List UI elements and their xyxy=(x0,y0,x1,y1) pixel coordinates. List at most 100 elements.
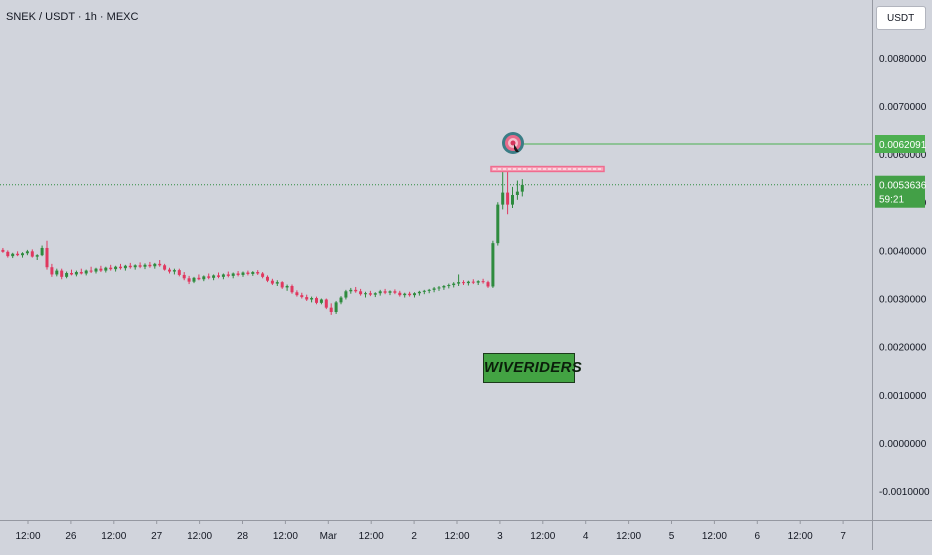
y-tick-label: 0.0010000 xyxy=(879,391,927,402)
candle-body xyxy=(65,273,69,277)
candle-body xyxy=(1,249,5,252)
candle-body xyxy=(45,247,49,268)
candle-body xyxy=(310,298,314,300)
candle-body xyxy=(261,273,265,277)
current-price-badge xyxy=(875,175,925,208)
candle-body xyxy=(123,265,127,269)
candle-body xyxy=(354,289,358,292)
x-tick-label: 6 xyxy=(755,531,761,542)
countdown-label: 59:21 xyxy=(879,195,904,206)
candle-body xyxy=(114,266,118,270)
candle-body xyxy=(462,282,465,284)
candle-body xyxy=(364,293,367,295)
candle-body xyxy=(506,192,510,205)
candle-body xyxy=(393,291,397,293)
candle-body xyxy=(457,282,461,284)
candle-body xyxy=(60,270,64,277)
x-tick-label: Mar xyxy=(320,531,338,542)
x-tick-label: 12:00 xyxy=(616,531,641,542)
candle-body xyxy=(319,299,323,303)
candle-body xyxy=(11,253,15,257)
y-tick-label: 0.0020000 xyxy=(879,343,927,354)
candle-body xyxy=(158,263,162,266)
x-tick-label: 4 xyxy=(583,531,589,542)
x-tick-label: 12:00 xyxy=(702,531,727,542)
candle-body xyxy=(270,280,274,284)
candle-body xyxy=(359,291,363,295)
candle-body xyxy=(496,204,500,244)
candle-body xyxy=(275,282,279,284)
candle-body xyxy=(40,247,44,256)
candle-body xyxy=(329,307,333,312)
currency-selector[interactable]: USDT xyxy=(876,6,926,30)
y-tick-label: 0.0000000 xyxy=(879,439,927,450)
candle-body xyxy=(266,276,269,281)
x-tick-label: 7 xyxy=(840,531,846,542)
candle-body xyxy=(30,251,34,257)
candle-body xyxy=(344,291,348,298)
candle-body xyxy=(256,272,260,274)
candle-body xyxy=(143,264,147,267)
candle-body xyxy=(138,265,142,267)
candle-body xyxy=(285,286,289,288)
candle-body xyxy=(212,275,216,278)
candle-body xyxy=(226,274,230,276)
x-tick-label: 12:00 xyxy=(273,531,298,542)
candle-body xyxy=(74,272,78,275)
candle-body xyxy=(432,288,436,290)
candle-body xyxy=(79,272,83,274)
resistance-zone xyxy=(490,165,605,173)
candle-body xyxy=(427,289,431,291)
current-price-label: 0.0053636 xyxy=(879,181,927,192)
candle-body xyxy=(295,292,299,296)
candle-body xyxy=(251,272,255,274)
target-price-label: 0.0062091 xyxy=(879,140,927,151)
candle-body xyxy=(511,195,514,205)
candle-body xyxy=(148,264,152,267)
candle-body xyxy=(413,293,416,296)
x-tick-label: 12:00 xyxy=(359,531,384,542)
candle-body xyxy=(6,251,10,257)
candle-body xyxy=(417,291,421,294)
candle-body xyxy=(491,243,495,287)
candle-body xyxy=(349,289,353,292)
x-tick-label: 5 xyxy=(669,531,675,542)
candle-body xyxy=(324,299,328,308)
candle-body xyxy=(300,295,304,298)
candle-body xyxy=(35,255,39,257)
candle-body xyxy=(305,297,309,300)
candle-body xyxy=(241,272,245,275)
candle-body xyxy=(182,274,186,279)
candle-body xyxy=(515,191,519,195)
x-tick-label: 12:00 xyxy=(530,531,555,542)
candle-body xyxy=(383,291,387,293)
y-tick-label: 0.0040000 xyxy=(879,246,927,257)
candle-body xyxy=(290,286,294,293)
candle-body xyxy=(403,293,407,296)
x-tick-label: 12:00 xyxy=(101,531,126,542)
candle-body xyxy=(89,270,93,272)
candle-body xyxy=(16,253,20,256)
candle-body xyxy=(501,192,505,205)
candle-body xyxy=(315,298,318,303)
candle-body xyxy=(168,269,171,272)
candle-body xyxy=(197,277,201,280)
target-arrow-icon xyxy=(514,144,519,153)
x-tick-label: 26 xyxy=(65,531,77,542)
candle-body xyxy=(133,265,137,268)
watermark-label: WIVERIDERS xyxy=(483,353,582,383)
candle-body xyxy=(177,270,181,275)
candle-body xyxy=(422,290,426,292)
candle-body xyxy=(466,281,470,284)
candle-body xyxy=(471,281,475,283)
candle-body xyxy=(187,278,191,282)
candle-body xyxy=(221,274,225,277)
candle-body xyxy=(163,265,167,270)
x-tick-label: 12:00 xyxy=(15,531,40,542)
candle-body xyxy=(172,270,176,272)
candle-body xyxy=(388,291,392,293)
candle-body xyxy=(476,281,480,283)
candle-body xyxy=(55,270,59,275)
